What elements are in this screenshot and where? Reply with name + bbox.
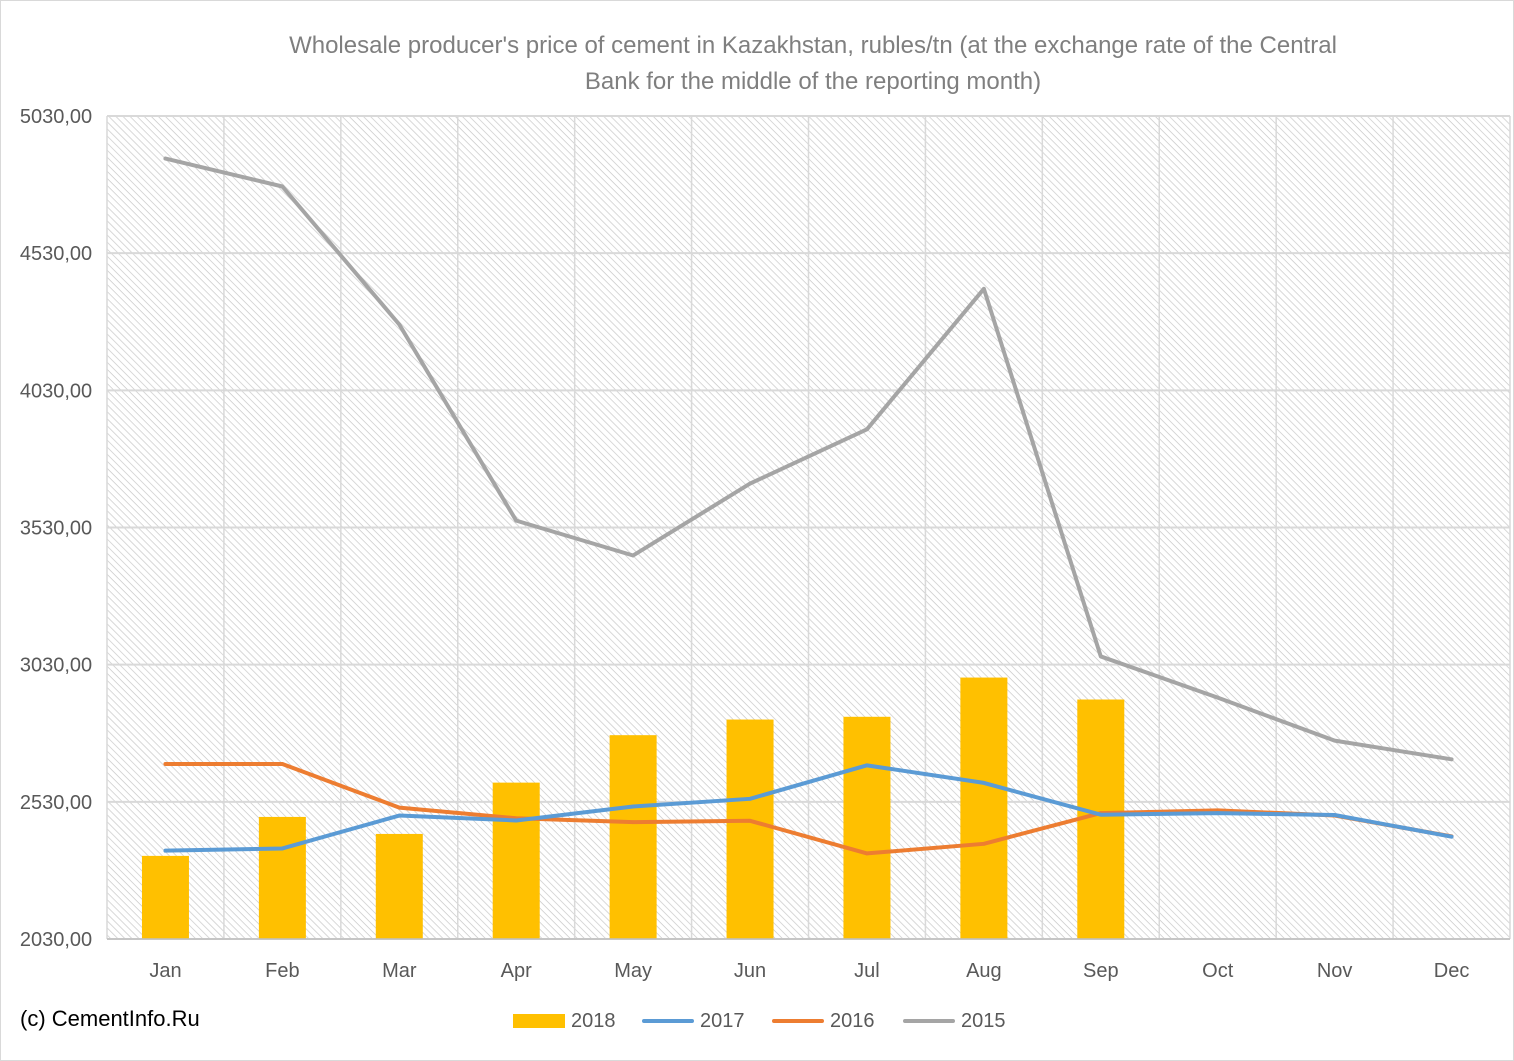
point-2015 [1098,654,1103,659]
point-2015 [631,553,635,558]
point-2015 [1332,738,1337,743]
point-2017 [1449,834,1454,839]
legend-swatch-2017 [642,1019,694,1023]
line-2016 [163,761,1454,856]
x-tick-label: Dec [1434,960,1470,982]
legend-label-2018: 2018 [571,1009,616,1032]
series-lines [163,156,1454,856]
x-tick-label: Oct [1202,960,1234,982]
point-2017 [1215,811,1220,815]
point-2016 [163,762,168,766]
legend-label-2015: 2015 [961,1009,1006,1032]
point-2015 [280,184,285,189]
point-2015 [1449,757,1454,762]
credit-text: (c) CementInfo.Ru [20,1006,200,1031]
bar-2018 [960,677,1008,939]
y-tick-label: 4530,00 [20,243,92,265]
legend-label-2016: 2016 [830,1009,875,1032]
axes: 2030,00 2530,00 3030,00 3530,00 4030,00 4530,… [20,106,1510,982]
legend: 2018 2017 2016 2015 [0,1006,1514,1036]
y-tick-label: 3530,00 [20,518,92,540]
bar-2018 [375,833,423,939]
point-2017 [1098,812,1103,817]
bar-2018 [843,716,891,939]
bar-2018 [726,719,774,939]
y-tick-label: 5030,00 [20,106,92,128]
y-tick-label: 2030,00 [20,929,92,951]
legend-swatch-2018 [513,1014,565,1028]
point-2017 [514,818,519,823]
point-2015 [397,322,402,327]
x-tick-label: May [614,960,652,982]
point-2017 [865,763,869,768]
point-2017 [1332,813,1337,817]
point-2015 [514,518,519,523]
chart-title-line-1: Wholesale producer's price of cement in … [289,32,1337,59]
x-tick-label: Mar [382,960,417,982]
legend-item-2016: 2016 [772,1006,875,1036]
point-2015 [163,156,168,161]
point-2017 [163,848,168,853]
legend-label-2017: 2017 [700,1009,745,1032]
legend-swatch-2016 [772,1019,824,1023]
legend-item-2015: 2015 [903,1006,1006,1036]
y-tick-label: 4030,00 [20,380,92,402]
point-2016 [748,818,752,823]
bar-2018 [609,735,657,939]
point-2015 [982,287,986,291]
x-tick-label: Apr [501,960,532,982]
x-tick-label: Feb [265,960,299,982]
point-2017 [631,804,635,809]
y-tick-label: 2530,00 [20,792,92,814]
legend-swatch-2015 [903,1019,955,1023]
point-2016 [631,820,635,824]
point-2017 [748,797,752,801]
point-2015 [748,481,752,486]
point-2016 [280,762,285,766]
point-2016 [397,805,402,810]
point-2016 [982,842,986,846]
chart-title: Wholesale producer's price of cement in … [120,28,1506,100]
point-2017 [982,781,986,785]
point-2017 [280,846,285,851]
x-tick-label: Nov [1317,960,1353,982]
x-tick-label: Sep [1083,960,1119,982]
chart-title-line-2: Bank for the middle of the reporting mon… [584,68,1042,95]
x-tick-label: Jan [149,960,181,982]
line-2017 [163,763,1454,853]
point-2015 [865,427,869,432]
bar-2018 [492,782,540,939]
point-2017 [397,813,402,818]
y-tick-label: 3030,00 [20,655,92,677]
bars-2018 [141,677,1125,939]
point-2015 [1215,695,1220,700]
legend-item-2018: 2018 [513,1006,616,1036]
point-2016 [865,851,869,856]
x-tick-label: Jun [734,960,766,982]
line-2015 [163,156,1454,762]
bar-2018 [258,816,306,939]
x-tick-label: Aug [966,960,1002,982]
bar-2018 [141,855,189,939]
x-tick-label: Jul [854,960,880,982]
legend-item-2017: 2017 [642,1006,745,1036]
